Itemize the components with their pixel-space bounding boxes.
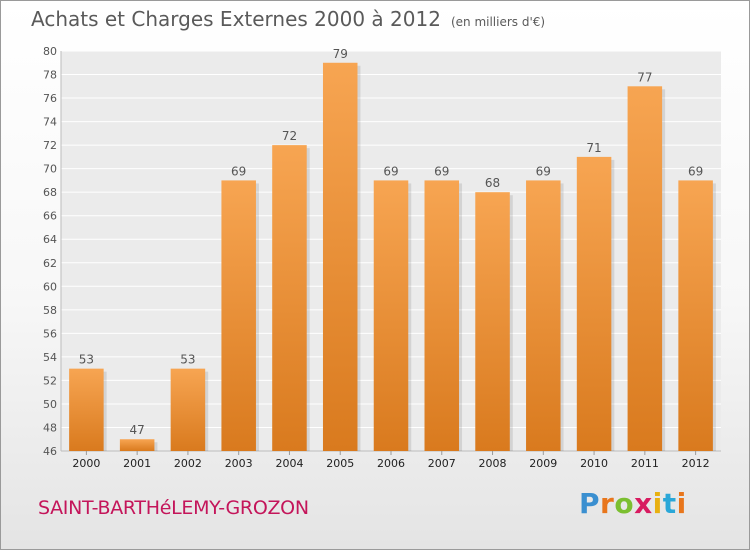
bar-value-label: 69 [231, 164, 246, 178]
bar-value-label: 79 [333, 47, 348, 61]
chart-title: Achats et Charges Externes 2000 à 2012 [31, 7, 441, 31]
bar-value-label: 72 [282, 129, 297, 143]
bar-layer [69, 62, 716, 452]
chart-header: Achats et Charges Externes 2000 à 2012 (e… [31, 7, 545, 31]
y-tick-label: 58 [43, 304, 57, 317]
bar-value-label: 53 [79, 353, 94, 367]
y-tick-label: 48 [43, 421, 57, 434]
x-tick-label: 2003 [225, 457, 253, 470]
bar [627, 86, 663, 451]
bar-value-label: 69 [688, 164, 703, 178]
bar [373, 180, 409, 452]
y-tick-label: 70 [43, 163, 57, 176]
y-tick-label: 68 [43, 186, 57, 199]
bar-value-label: 68 [485, 176, 500, 190]
x-tick-label: 2011 [631, 457, 659, 470]
y-tick-label: 62 [43, 257, 57, 270]
logo-letter: i [676, 487, 687, 520]
axis-layer: 46 48 50 52 54 56 58 60 62 64 66 68 70 72 74 76 78 80 2000… [43, 45, 721, 470]
y-tick-label: 64 [43, 233, 57, 246]
y-tick-label: 52 [43, 374, 57, 387]
y-tick-label: 74 [43, 116, 57, 129]
bar [221, 180, 256, 452]
logo-letter: r [600, 487, 615, 520]
location-name: SAINT-BARTHéLEMY-GROZON [38, 497, 309, 519]
x-tick-label: 2004 [275, 457, 303, 470]
logo-letter: P [579, 487, 601, 520]
logo-letter: i [652, 487, 663, 520]
x-tick-label: 2009 [529, 457, 557, 470]
x-tick-label: 2000 [72, 457, 100, 470]
bar-value-label: 77 [637, 70, 652, 84]
x-tick-label: 2002 [174, 457, 202, 470]
bar [526, 180, 561, 452]
y-tick-label: 46 [43, 445, 57, 458]
y-tick-label: 72 [43, 139, 57, 152]
logo-letter: o [614, 487, 635, 520]
y-tick-label: 78 [43, 69, 57, 82]
x-tick-label: 2012 [682, 457, 710, 470]
x-tick-label: 2008 [479, 457, 507, 470]
bar [119, 439, 155, 451]
bar [69, 368, 104, 451]
x-tick-label: 2007 [428, 457, 456, 470]
bar [678, 180, 713, 452]
y-tick-label: 76 [43, 92, 57, 105]
x-tick-label: 2001 [123, 457, 151, 470]
y-tick-label: 56 [43, 327, 57, 340]
proxiti-logo[interactable]: Proxiti [579, 487, 687, 520]
logo-letter: x [634, 487, 653, 520]
bar-value-label: 69 [383, 164, 398, 178]
bar [475, 192, 510, 452]
x-tick-label: 2010 [580, 457, 608, 470]
bar [576, 156, 612, 451]
y-tick-label: 66 [43, 210, 57, 223]
label-layer: 53 47 53 69 72 79 69 69 68 69 71 77 69 [79, 47, 704, 437]
bar-value-label: 53 [180, 353, 195, 367]
logo-letter: t [662, 487, 677, 520]
x-tick-label: 2006 [377, 457, 405, 470]
y-tick-label: 54 [43, 351, 57, 364]
bar-value-label: 71 [586, 141, 601, 155]
bar-value-label: 47 [130, 423, 145, 437]
bar-value-label: 69 [536, 164, 551, 178]
bar [272, 145, 307, 451]
y-tick-label: 80 [43, 45, 57, 58]
bar [322, 62, 358, 451]
y-tick-label: 50 [43, 398, 57, 411]
bar [424, 180, 460, 452]
bar-value-label: 69 [434, 164, 449, 178]
chart-subtitle: (en milliers d'€) [450, 15, 546, 29]
y-tick-label: 60 [43, 280, 57, 293]
x-tick-label: 2005 [326, 457, 354, 470]
bar [170, 368, 206, 451]
